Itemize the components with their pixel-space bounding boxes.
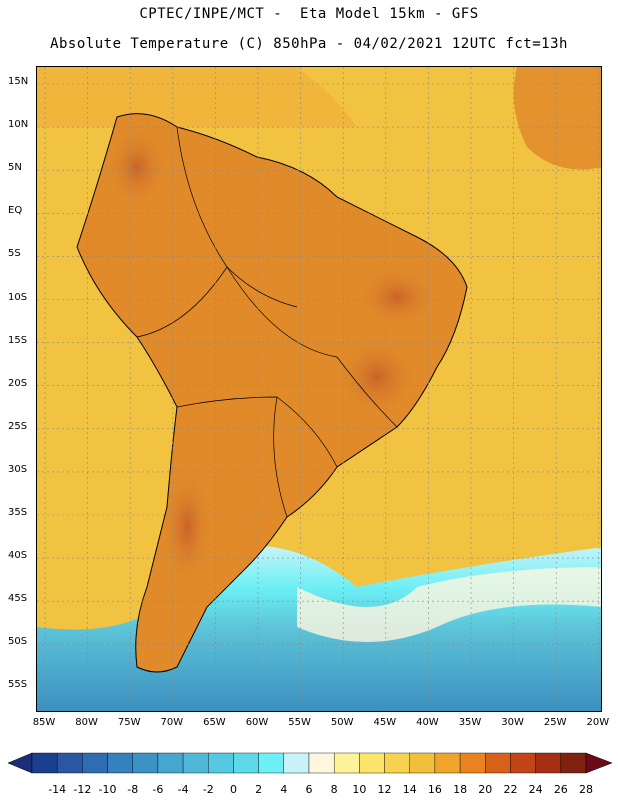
colorbar-swatch [333, 752, 360, 774]
colorbar-swatch [560, 752, 587, 774]
chart-title-line-2: Absolute Temperature (C) 850hPa - 04/02/… [50, 36, 568, 52]
colorbar-swatch [409, 752, 436, 774]
coastline [76, 113, 468, 673]
colorbar-tick-label: 14 [402, 783, 417, 796]
colorbar-swatch [258, 752, 285, 774]
latitude-tick-label: 50S [8, 636, 28, 648]
colorbar-swatch [82, 752, 108, 774]
colorbar-tick-label: 6 [305, 783, 313, 796]
latitude-tick-label: 55S [8, 679, 28, 691]
colorbar-swatch [485, 752, 511, 774]
colorbar-tick-label: -6 [152, 783, 164, 796]
longitude-tick-label: 50W [330, 717, 354, 728]
longitude-tick-label: 55W [288, 717, 311, 728]
latitude-tick-label: 35S [8, 507, 28, 518]
colorbar-tick-label: 10 [352, 783, 367, 796]
hot-spot-argentina [162, 467, 212, 587]
hot-spot-colombia [107, 127, 167, 207]
latitude-tick-label: 5S [8, 248, 21, 260]
longitude-tick-label: 75W [117, 717, 141, 728]
latitude-tick-label: 15N [8, 76, 29, 87]
colorbar-tick-label: 4 [280, 783, 288, 796]
colorbar-tick-label: 2 [255, 783, 263, 796]
colorbar-swatch [459, 752, 486, 774]
map-canvas [37, 67, 601, 711]
colorbar-swatch [208, 752, 234, 774]
longitude-tick-label: 30W [501, 717, 524, 728]
colorbar-swatch [283, 752, 310, 774]
latitude-tick-label: 15S [8, 334, 28, 346]
latitude-tick-label: EQ [8, 205, 23, 217]
latitude-tick-label: 45S [8, 593, 28, 605]
longitude-tick-label: 70W [160, 717, 184, 728]
colorbar [7, 752, 613, 774]
colorbar-tick-label: -4 [177, 783, 189, 796]
colorbar-tick-label: 18 [453, 783, 468, 796]
colorbar-tick-label: 12 [377, 783, 392, 796]
latitude-tick-label: 25S [8, 420, 28, 432]
colorbar-swatch [510, 752, 536, 774]
colorbar-tick-label: 28 [579, 783, 593, 796]
longitude-tick-label: 35W [458, 717, 482, 728]
colorbar-swatch [132, 752, 159, 774]
colorbar-tick-label: 16 [427, 783, 442, 796]
colorbar-swatch [182, 752, 209, 774]
colorbar-swatch [233, 752, 259, 774]
chart-title-line-1: CPTEC/INPE/MCT - Eta Model 15km - GFS [139, 6, 479, 22]
graticule [37, 67, 601, 711]
warm-ocean-patch [513, 67, 601, 170]
colorbar-tick-label: 20 [478, 783, 493, 796]
colorbar-tick-label: -12 [73, 783, 92, 796]
longitude-tick-label: 80W [75, 717, 98, 728]
colorbar-tick-label: 22 [503, 783, 518, 796]
longitude-tick-label: 40W [416, 717, 439, 728]
latitude-tick-label: 5N [8, 162, 22, 174]
colorbar-swatch [308, 752, 335, 774]
colorbar-swatch [56, 752, 83, 774]
colorbar-swatch [157, 752, 184, 774]
temperature-map [36, 66, 602, 712]
colorbar-low-arrow [7, 752, 33, 774]
colorbar-swatch [434, 752, 461, 774]
latitude-tick-label: 10N [8, 119, 29, 131]
colorbar-tick-label: -14 [48, 783, 67, 796]
colorbar-tick-label: 26 [553, 783, 568, 796]
latitude-tick-label: 30S [8, 463, 28, 475]
colorbar-high-arrow [585, 752, 613, 774]
colorbar-tick-label: -8 [127, 783, 139, 796]
hot-spot-northeast [357, 267, 437, 327]
colorbar-swatch [535, 752, 562, 774]
latitude-tick-label: 40S [8, 550, 28, 562]
longitude-tick-label: 45W [373, 717, 397, 728]
hot-spot-central-brazil [337, 337, 417, 417]
latitude-tick-label: 20S [8, 377, 28, 389]
longitude-tick-label: 65W [203, 717, 226, 728]
latitude-tick-label: 10S [8, 291, 28, 303]
colorbar-tick-label: 0 [229, 783, 237, 796]
colorbar-swatch [107, 752, 133, 774]
north-ocean-band [37, 67, 357, 127]
colorbar-swatch [359, 752, 385, 774]
longitude-tick-label: 20W [586, 717, 610, 728]
longitude-tick-label: 85W [32, 717, 56, 728]
pale-front-band [297, 567, 601, 642]
colorbar-tick-label: 8 [330, 783, 338, 796]
longitude-tick-label: 25W [543, 717, 567, 728]
colorbar-tick-label: 24 [528, 783, 543, 796]
colorbar-swatch [384, 752, 410, 774]
colorbar-swatch [31, 752, 58, 774]
country-boundaries [136, 126, 398, 518]
longitude-tick-label: 60W [245, 717, 269, 728]
colorbar-tick-label: -10 [98, 783, 117, 796]
colorbar-tick-label: -2 [202, 783, 214, 796]
